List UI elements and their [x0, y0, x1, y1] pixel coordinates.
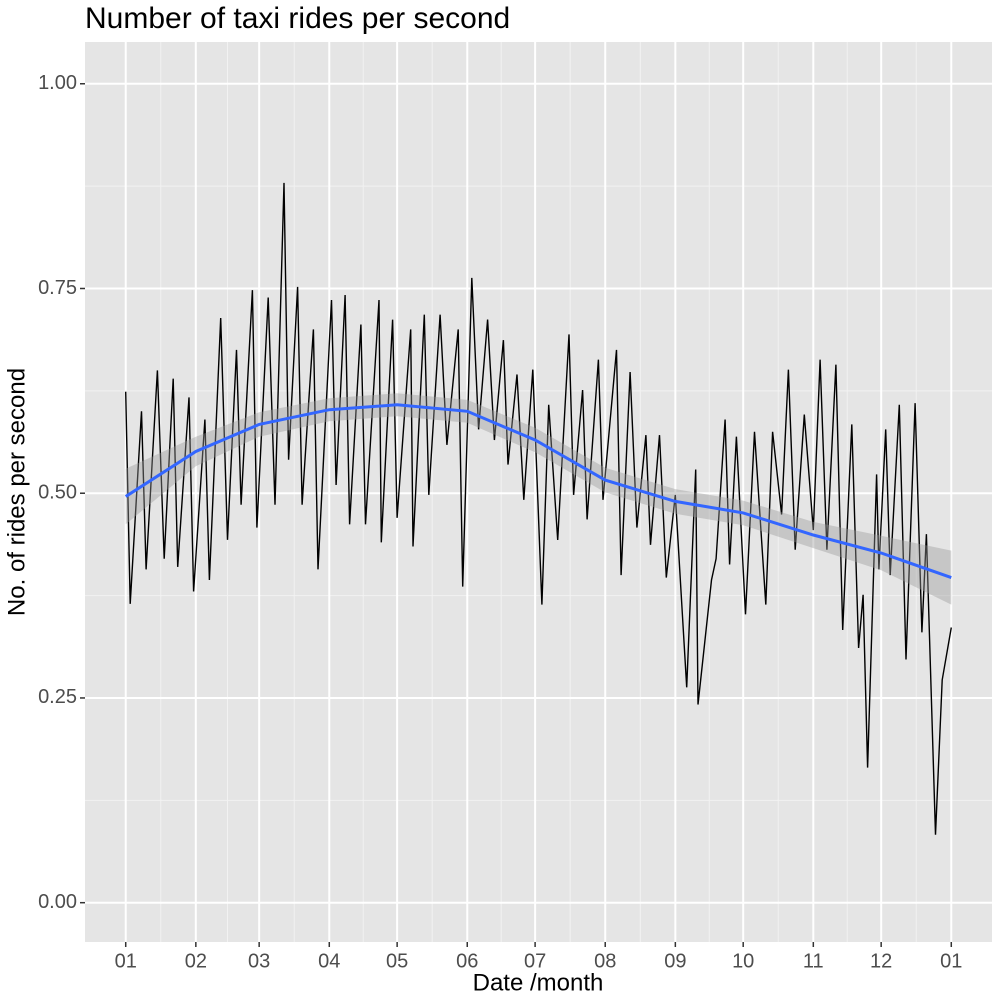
- x-tick-label: 06: [456, 950, 478, 972]
- y-tick-label: 0.75: [38, 277, 77, 299]
- x-tick-label: 01: [940, 950, 962, 972]
- x-tick-label: 10: [732, 950, 754, 972]
- x-axis-label: Date /month: [473, 969, 604, 996]
- x-tick-label: 12: [870, 950, 892, 972]
- confidence-band: [125, 393, 952, 605]
- y-tick-label: 0.00: [38, 891, 77, 913]
- chart-title: Number of taxi rides per second: [85, 2, 510, 35]
- x-tick-label: 03: [248, 950, 270, 972]
- y-tick-label: 0.25: [38, 686, 77, 708]
- x-tick-label: 07: [524, 950, 546, 972]
- data-line: [125, 182, 952, 835]
- x-tick-label: 04: [318, 950, 340, 972]
- x-tick-label: 05: [386, 950, 408, 972]
- x-tick-label: 01: [115, 950, 137, 972]
- smooth-line: [124, 403, 952, 580]
- y-tick-label: 0.50: [38, 482, 77, 504]
- y-axis-label: No. of rides per second: [3, 368, 30, 616]
- x-tick-label: 02: [185, 950, 207, 972]
- x-tick-label: 11: [803, 950, 824, 972]
- x-tick-label: 09: [664, 950, 686, 972]
- x-tick-label: 08: [594, 950, 616, 972]
- panel: [85, 42, 992, 942]
- y-tick-label: 1.00: [38, 72, 77, 94]
